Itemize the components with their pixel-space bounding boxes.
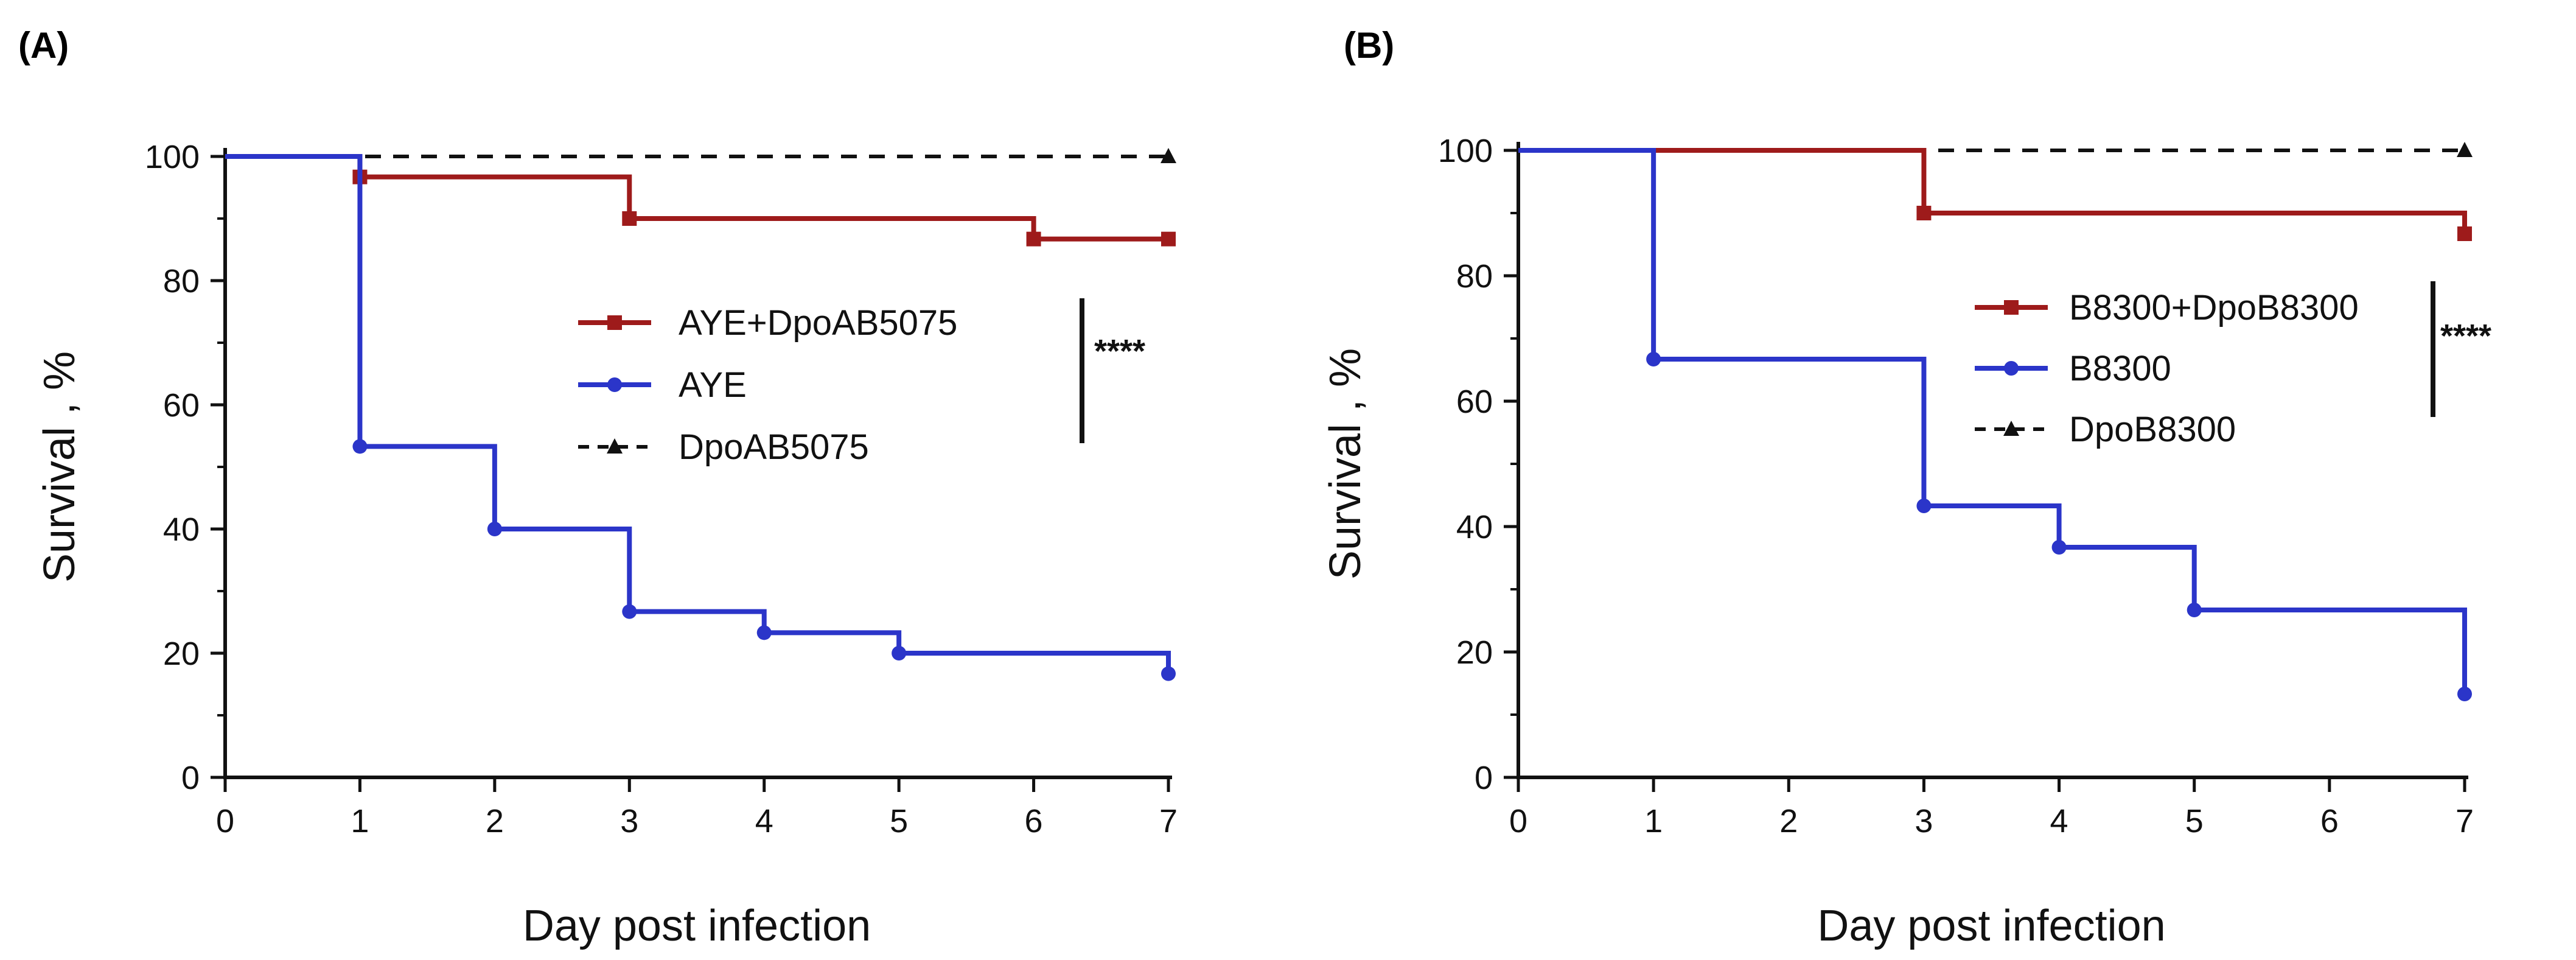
data-point-marker (2457, 142, 2473, 157)
x-tick-label: 2 (1779, 803, 1798, 839)
x-tick-label: 4 (2050, 803, 2068, 839)
y-tick-label: 100 (1438, 133, 1493, 169)
y-tick-label: 80 (1456, 258, 1493, 295)
data-point-marker (1161, 148, 1176, 163)
legend-marker (607, 438, 623, 454)
x-tick-label: 7 (1159, 803, 1178, 839)
data-point-marker (352, 439, 368, 454)
x-tick-label: 4 (755, 803, 773, 839)
y-tick-label: 60 (1456, 384, 1493, 420)
significance-label: **** (1094, 333, 1145, 370)
data-point-marker (487, 522, 502, 536)
legend-label: DpoB8300 (2069, 410, 2236, 449)
data-point-marker (756, 625, 772, 640)
data-point-marker (1161, 666, 1176, 681)
data-point-marker (1916, 499, 1932, 514)
x-tick-label: 0 (1509, 803, 1527, 839)
y-tick-label: 0 (1475, 760, 1493, 796)
x-tick-label: 0 (216, 803, 234, 839)
data-point-marker (1026, 231, 1041, 247)
x-tick-label: 6 (2320, 803, 2339, 839)
y-tick-label: 20 (163, 636, 200, 672)
data-point-marker (2457, 226, 2472, 241)
y-tick-label: 80 (163, 263, 200, 300)
panel-label: (A) (18, 25, 69, 66)
survival-curve-0 (225, 154, 1168, 242)
x-tick-label: 1 (351, 803, 369, 839)
data-point-marker (1161, 231, 1176, 247)
x-tick-label: 5 (2185, 803, 2204, 839)
data-point-marker (2457, 687, 2472, 702)
x-axis-title: Day post infection (1817, 902, 2165, 950)
x-tick-label: 5 (890, 803, 908, 839)
legend-label: B8300+DpoB8300 (2069, 288, 2359, 328)
y-tick-label: 20 (1456, 634, 1493, 671)
x-tick-label: 1 (1644, 803, 1663, 839)
x-tick-label: 2 (486, 803, 504, 839)
x-axis-title: Day post infection (523, 902, 871, 950)
data-point-marker (2051, 539, 2067, 555)
legend-marker (2003, 421, 2019, 436)
y-axis-title: Survival , % (35, 351, 84, 583)
legend-marker (2004, 361, 2019, 376)
y-tick-label: 0 (181, 760, 200, 796)
y-tick-label: 100 (145, 139, 200, 175)
data-point-marker (1646, 351, 1661, 366)
legend-label: AYE (679, 365, 747, 405)
survival-curve-1 (1518, 148, 2467, 695)
y-tick-label: 40 (163, 511, 200, 548)
legend-label: B8300 (2069, 349, 2171, 388)
legend-marker (607, 377, 622, 392)
data-point-marker (1916, 206, 1932, 220)
data-point-marker (622, 211, 637, 226)
x-tick-label: 6 (1025, 803, 1043, 839)
legend-marker (607, 315, 622, 330)
y-tick-label: 40 (1456, 509, 1493, 545)
data-point-marker (622, 604, 637, 619)
y-axis-title: Survival , % (1321, 348, 1370, 580)
x-tick-label: 3 (620, 803, 638, 839)
significance-label: **** (2440, 318, 2491, 354)
legend-label: DpoAB5075 (679, 427, 869, 467)
legend-label: AYE+DpoAB5075 (679, 303, 957, 343)
x-tick-label: 7 (2456, 803, 2474, 839)
survival-curve-0 (1518, 148, 2467, 234)
panel-label: (B) (1344, 25, 1394, 66)
panel-b: (B) 0 1 2 3 4 5 6 7 0 20 40 60 80 100 Day post infectio… (1321, 25, 2491, 950)
x-tick-label: 3 (1915, 803, 1933, 839)
panel-a: (A) 0 1 2 3 4 5 6 7 0 20 40 60 80 100 Day post infectio… (18, 25, 1178, 950)
y-tick-label: 60 (163, 387, 200, 424)
data-point-marker (892, 646, 907, 660)
data-point-marker (2187, 602, 2202, 617)
legend-marker (2004, 300, 2019, 315)
